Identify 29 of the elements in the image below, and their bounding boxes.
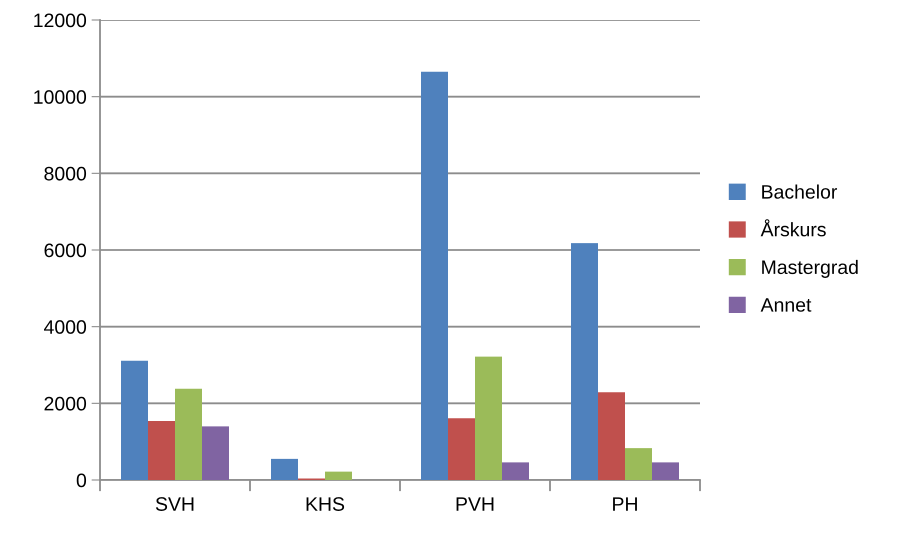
- y-tick-label: 6000: [44, 243, 86, 258]
- legend-label: Mastergrad: [762, 260, 858, 278]
- y-tick-label: 12000: [34, 13, 86, 28]
- bar: [502, 462, 529, 480]
- bar: [121, 360, 148, 480]
- y-tick-label: 2000: [44, 396, 86, 411]
- bar: [175, 388, 202, 480]
- bar: [421, 72, 448, 480]
- x-tick-label: KHS: [306, 497, 344, 511]
- bar: [652, 462, 679, 480]
- bar: [202, 426, 229, 480]
- y-tick-label: 10000: [34, 90, 86, 104]
- x-tick-label: PH: [613, 497, 637, 511]
- legend-label: Bachelor: [762, 184, 838, 199]
- y-tick-label: 0: [76, 473, 86, 488]
- x-tick-label: PVH: [456, 497, 494, 511]
- legend-label: Årskurs: [760, 219, 826, 236]
- x-tick-label: SVH: [156, 497, 194, 511]
- bar: [448, 418, 475, 480]
- bar: [148, 420, 175, 480]
- bar: [598, 392, 625, 480]
- legend-label: Annet: [760, 298, 812, 312]
- bar: [625, 448, 652, 480]
- bar: [571, 243, 598, 480]
- bar: [271, 458, 298, 480]
- y-tick-label: 4000: [44, 320, 86, 334]
- bar: [475, 356, 502, 480]
- bar: [325, 472, 352, 480]
- y-tick-label: 8000: [44, 166, 86, 181]
